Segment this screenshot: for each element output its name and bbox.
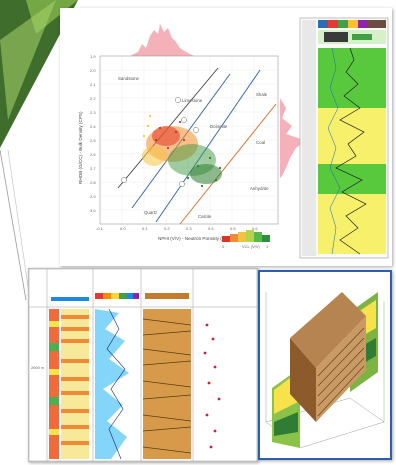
log-tracks: 2600 m: [29, 269, 257, 461]
y-tick: 3.0: [90, 208, 96, 213]
x-tick: 0.1: [142, 226, 148, 231]
y-tick: 2.8: [90, 180, 96, 185]
x-tick: -0.1: [96, 226, 104, 231]
image-log-track: [142, 309, 192, 459]
y-tick: 2.1: [90, 82, 96, 87]
y-tick: 2.2: [90, 96, 96, 101]
depth-marker: 2600 m: [31, 365, 45, 370]
track-headers: [51, 293, 189, 301]
log-display-panel: 2600 m: [28, 268, 258, 462]
cylinder-core-icon: [290, 292, 366, 422]
y-tick: 2.4: [90, 124, 96, 129]
annotation-1: Limestone: [182, 98, 203, 103]
y-tick: 2.9: [90, 194, 96, 199]
annotation-0: Sandstone: [118, 76, 140, 81]
x-ticks: -0.1 0.0 0.1 0.2 0.3 0.4 0.5 0.6: [96, 226, 258, 231]
top-histogram: [130, 24, 194, 56]
vcl-colorbar: 0 VCL (V/V) 1: [222, 230, 270, 249]
x-tick: 0.5: [230, 226, 236, 231]
crossplot-figure: Sandstone Limestone Dolomite Shale Quart…: [78, 17, 389, 259]
colorbar-label: VCL (V/V): [242, 244, 261, 249]
y-tick: 2.6: [90, 152, 96, 157]
scatter-points: [142, 115, 222, 188]
y-tick: 2.5: [90, 138, 96, 143]
y-tick: 2.0: [90, 68, 96, 73]
annotation-4: Quartz: [144, 210, 157, 215]
colorbar-tick: 1: [266, 244, 269, 249]
gamma-track: [95, 308, 129, 460]
x-tick: 0.2: [164, 226, 170, 231]
core-3d-render: [265, 292, 385, 449]
y-ticks: 1.9 2.0 2.1 2.2 2.3 2.4 2.5 2.6 2.7 2.8 …: [90, 54, 96, 213]
right-histogram: [280, 98, 304, 178]
x-tick: 0.3: [186, 226, 192, 231]
crossplot-screenshot-panel: Sandstone Limestone Dolomite Shale Quart…: [60, 8, 392, 266]
y-axis-label: RHOB (G/CC) - Bulk Density (CPS): [78, 111, 83, 184]
y-tick: 1.9: [90, 54, 96, 59]
x-axis-label: NPHI (V/V) - Neutron Porosity (CPS): [158, 236, 233, 241]
annotation-6: Coal: [256, 140, 265, 145]
colorbar-tick: 0: [222, 244, 225, 249]
annotation-3: Shale: [256, 92, 268, 97]
lithology-track: [49, 309, 89, 459]
x-tick: 0.0: [120, 226, 126, 231]
tadpole-track: [203, 323, 221, 449]
annotation-7: Anhydrite: [250, 186, 269, 191]
y-tick: 2.7: [90, 166, 96, 171]
x-tick: 0.4: [208, 226, 214, 231]
x-tick: 0.6: [252, 226, 258, 231]
annotation-5: Calcite: [198, 214, 212, 219]
y-tick: 2.3: [90, 110, 96, 115]
well-log-strip: [299, 17, 389, 259]
annotation-2: Dolomite: [210, 124, 228, 129]
core-3d-panel: [258, 270, 392, 460]
